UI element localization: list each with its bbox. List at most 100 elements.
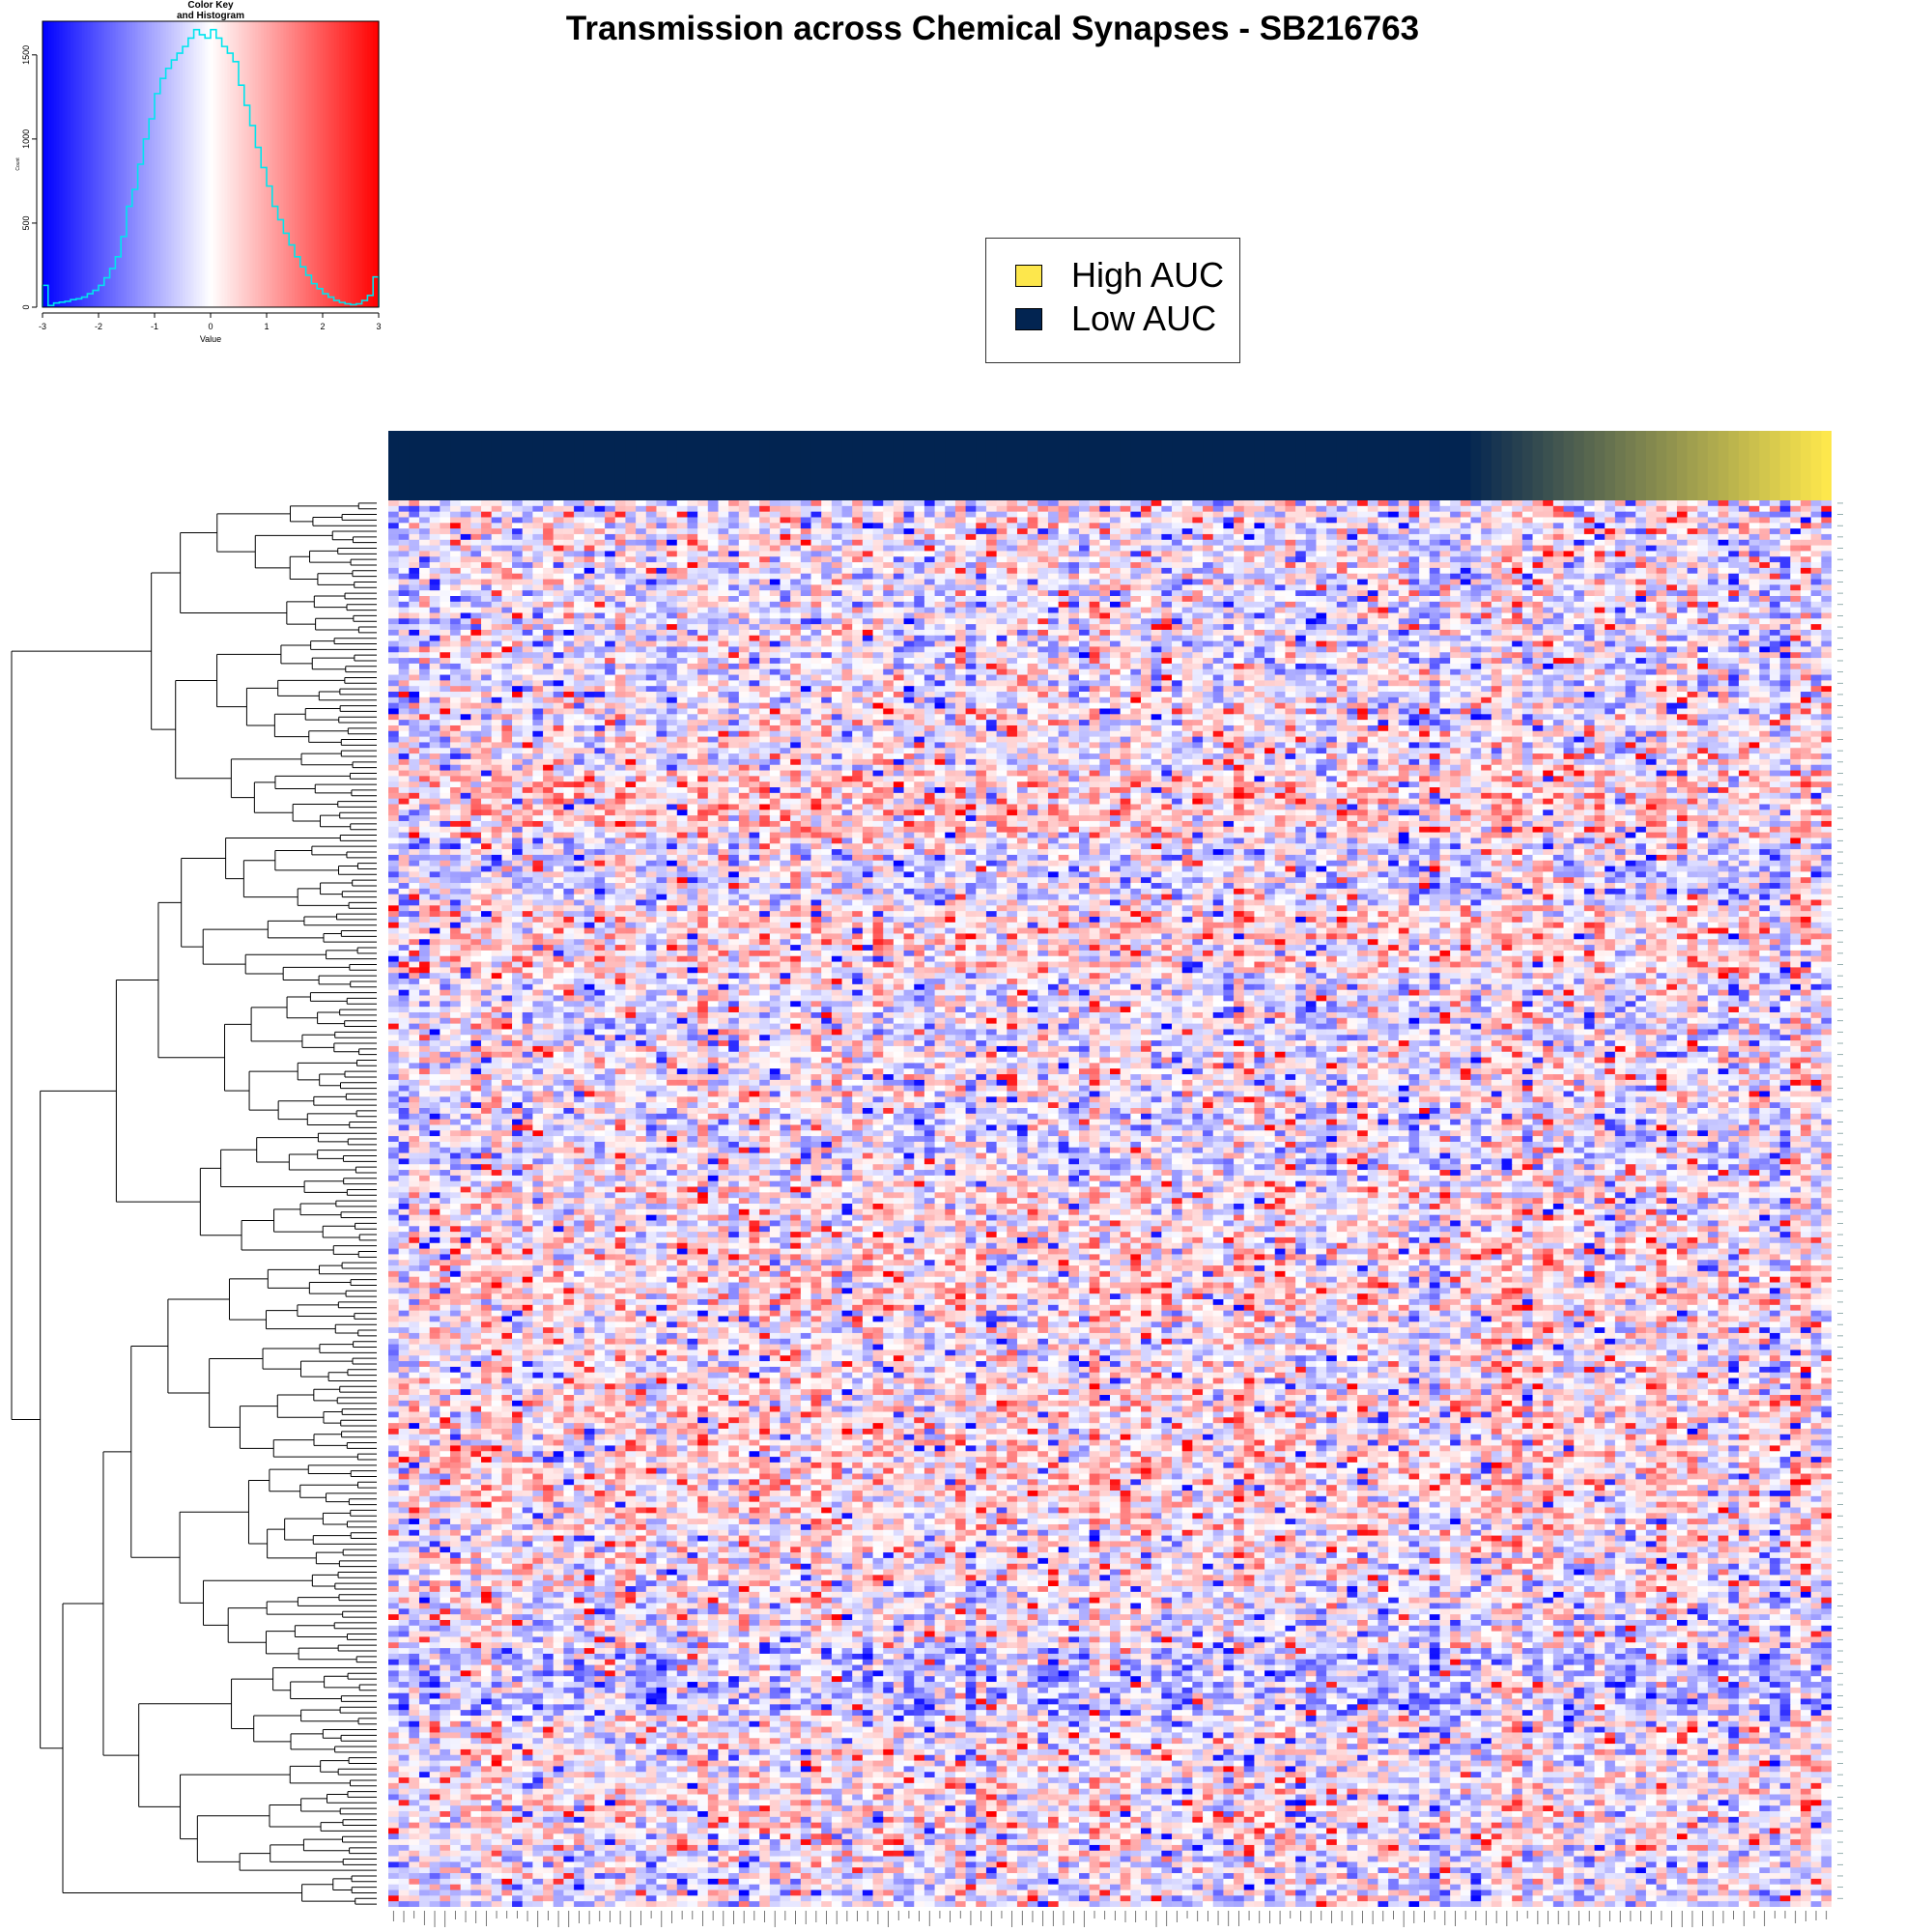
heatmap-cell [1090,528,1100,534]
heatmap-cell [976,528,986,534]
heatmap-cell [1419,540,1430,546]
heatmap-cell [656,596,667,602]
heatmap-cell [1130,546,1141,552]
heatmap-cell [842,602,853,608]
heatmap-cell [1234,540,1244,546]
heatmap-cell [1646,618,1657,624]
heatmap-cell [1151,612,1162,618]
heatmap-cell [1141,506,1151,512]
heatmap-cell [1584,608,1595,613]
heatmap-cell [563,556,574,562]
heatmap-cell [1821,562,1832,568]
heatmap-cell [945,512,955,518]
heatmap-cell [894,584,904,590]
heatmap-cell [1161,528,1172,534]
heatmap-cell [1635,506,1646,512]
heatmap-cell [750,608,760,613]
heatmap-cell [656,523,667,528]
heatmap-cell [935,500,946,506]
heatmap-cell [1605,551,1615,556]
heatmap-cell [399,523,410,528]
heatmap-cell [1450,612,1461,618]
heatmap-cell [563,618,574,624]
heatmap-cell [1182,500,1193,506]
heatmap-cell [1533,556,1544,562]
heatmap-cell [1121,636,1131,641]
heatmap-cell [512,618,523,624]
heatmap-cell [1161,500,1172,506]
heatmap-cell [1213,584,1224,590]
auc-cell [512,431,523,500]
heatmap-cell [1635,523,1646,528]
heatmap-cell [894,568,904,574]
heatmap-cell [1007,528,1017,534]
x-tick-label: -2 [95,322,102,331]
heatmap-cell [470,556,481,562]
heatmap-cell [1574,636,1584,641]
heatmap-cell [842,580,853,585]
heatmap-cell [543,574,554,580]
heatmap-cell [1295,512,1306,518]
heatmap-cell [986,636,997,641]
heatmap-cell [935,551,946,556]
heatmap-cell [574,618,584,624]
heatmap-cell [1223,574,1234,580]
auc-cell [1574,431,1584,500]
heatmap-cell [1037,506,1048,512]
heatmap-cell [697,618,708,624]
heatmap-cell [781,568,791,574]
heatmap-cell [1801,630,1811,636]
heatmap-cell [1605,562,1615,568]
heatmap-cell [584,556,595,562]
heatmap-cell [1182,546,1193,552]
heatmap-cell [801,630,811,636]
heatmap-cell [1037,546,1048,552]
heatmap-cell [955,517,966,523]
heatmap-cell [1316,618,1326,624]
heatmap-cell [419,618,430,624]
heatmap-cell [388,562,399,568]
heatmap-cell [512,512,523,518]
heatmap-cell [461,512,471,518]
heatmap-cell [790,540,801,546]
heatmap-cell [1017,574,1028,580]
heatmap-cell [1533,590,1544,596]
heatmap-cell [656,624,667,630]
heatmap-cell [1481,551,1492,556]
auc-cell [976,431,986,500]
heatmap-cell [1141,580,1151,585]
heatmap-cell [1121,546,1131,552]
heatmap-cell [759,608,770,613]
heatmap-cell [481,574,492,580]
heatmap-cell [1626,512,1636,518]
heatmap-cell [1564,556,1575,562]
heatmap-cell [1543,630,1553,636]
heatmap-cell [605,596,615,602]
heatmap-cell [1141,534,1151,540]
heatmap-cell [1811,540,1822,546]
heatmap-cell [1110,624,1121,630]
heatmap-cell [1285,517,1295,523]
heatmap-cell [811,630,822,636]
heatmap-cell [1801,568,1811,574]
heatmap-cell [1223,517,1234,523]
heatmap-cell [543,584,554,590]
heatmap-cell [677,618,688,624]
heatmap-cell [605,624,615,630]
heatmap-cell [1378,574,1388,580]
heatmap-cell [1326,608,1337,613]
heatmap-cell [1615,608,1626,613]
heatmap-cell [801,612,811,618]
heatmap-cell [945,580,955,585]
heatmap-cell [1285,500,1295,506]
heatmap-cell [1749,624,1760,630]
heatmap-cell [1172,574,1182,580]
heatmap-cell [914,612,924,618]
heatmap-cell [1666,580,1677,585]
heatmap-cell [656,590,667,596]
heatmap-cell [430,636,440,641]
heatmap-cell [1657,596,1667,602]
heatmap-cell [1213,546,1224,552]
heatmap-cell [924,556,935,562]
heatmap-cell [1492,551,1502,556]
